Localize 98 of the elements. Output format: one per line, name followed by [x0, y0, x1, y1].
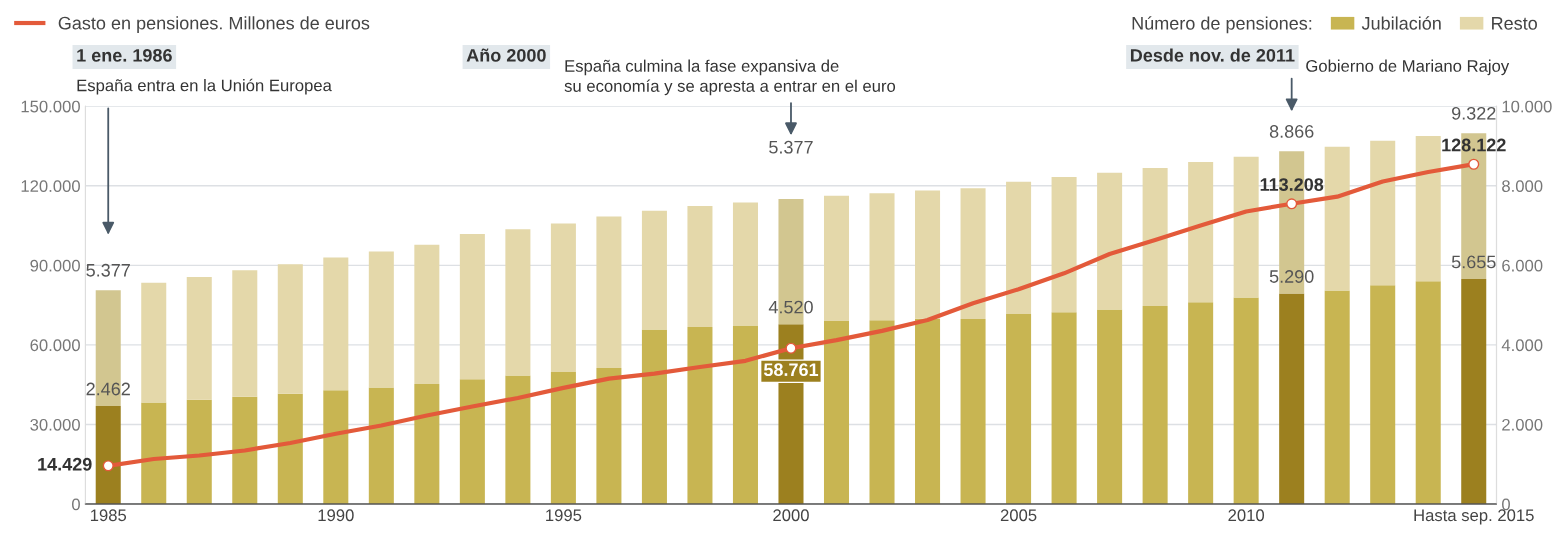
total-label: 9.322 [1452, 106, 1496, 120]
bar [368, 251, 394, 388]
x-tick-label: 1995 [546, 509, 582, 522]
bar [1415, 136, 1441, 282]
total-label: 5.377 [86, 263, 130, 277]
bar [869, 320, 895, 505]
bar [732, 325, 758, 505]
bar [277, 393, 303, 505]
data-label: 58.761 [763, 363, 819, 377]
bar [641, 210, 667, 330]
legend-label: Gasto en pensiones. Millones de euros [58, 16, 370, 34]
y-tick-label: 120.000 [21, 180, 80, 192]
y2-tick-label: 10.000 [1502, 100, 1552, 113]
text: Año 2000 [466, 48, 546, 62]
bar [960, 319, 986, 505]
bar [368, 387, 394, 505]
y-tick-label: 90.000 [30, 259, 80, 272]
x-tick-label: 1985 [90, 509, 127, 522]
x-tick-label: 2010 [1228, 509, 1265, 522]
bar [323, 390, 349, 505]
bar [1188, 302, 1214, 505]
text: Gobierno de Mariano Rajoy [1306, 59, 1510, 76]
bar [1006, 313, 1032, 505]
bar [186, 399, 212, 505]
bar [732, 202, 758, 326]
bar [1324, 146, 1350, 291]
bar [1233, 156, 1259, 298]
text: Desde nov. de 2011 [1130, 48, 1295, 62]
bar [687, 327, 713, 505]
y2-tick-label: 4.000 [1501, 339, 1543, 352]
y2-tick-label: 8.000 [1502, 180, 1543, 192]
bar [1188, 161, 1214, 303]
bar [1415, 281, 1441, 505]
point [785, 342, 797, 354]
bar [232, 270, 258, 397]
bar [550, 223, 576, 372]
x-tick-label: 2005 [1000, 509, 1037, 522]
bar [232, 396, 258, 505]
bar [1142, 167, 1168, 306]
bar [1370, 140, 1396, 286]
bar [277, 264, 303, 394]
bar [915, 190, 941, 319]
bar [960, 188, 986, 320]
bar [1233, 297, 1259, 505]
bar [1142, 305, 1168, 505]
bar [1461, 279, 1487, 505]
bar [1324, 290, 1350, 505]
bar [869, 193, 895, 321]
bar [1051, 177, 1077, 313]
point [1286, 198, 1298, 210]
bar [641, 329, 667, 505]
bar [1006, 181, 1032, 314]
bar [186, 276, 212, 400]
y2-tick-label: 6.000 [1502, 259, 1543, 272]
bar [1370, 285, 1396, 505]
data-label: 128.122 [1442, 138, 1506, 152]
y-tick-label: 0 [71, 498, 80, 511]
bar [1097, 172, 1123, 310]
bar [1097, 309, 1123, 505]
bar [1279, 293, 1305, 505]
bar [459, 233, 485, 380]
x-tick-label: 2000 [773, 509, 809, 522]
y2-tick-label: 0 [1502, 498, 1510, 511]
data-label: 113.208 [1260, 178, 1324, 191]
bar [323, 257, 349, 391]
bar [141, 402, 167, 505]
bar [823, 321, 850, 505]
legend-label: Resto [1492, 17, 1537, 30]
text: España entra en la Unión Europea [77, 78, 332, 95]
bar [459, 379, 485, 505]
bar [823, 195, 850, 322]
total-label: 8.866 [1269, 125, 1314, 138]
y-tick-label: 150.000 [21, 100, 80, 113]
bar [414, 244, 440, 384]
y2-tick-label: 2.000 [1502, 418, 1543, 431]
total-label: 5.377 [769, 140, 813, 154]
bar [505, 229, 531, 376]
data-label: 14.429 [38, 457, 92, 471]
text: 1 ene. 1986 [77, 48, 172, 62]
bar [141, 282, 167, 403]
bar [550, 371, 576, 505]
bar [414, 383, 440, 505]
point [102, 460, 114, 472]
legend-label: Jubilación [1361, 16, 1441, 30]
bar [505, 375, 531, 505]
x-tick-label: 1990 [318, 509, 354, 522]
legend-title: Número de pensiones: [1132, 16, 1312, 34]
bar [596, 216, 622, 368]
bar [687, 206, 713, 328]
y-tick-label: 30.000 [30, 418, 80, 431]
y-tick-label: 60.000 [30, 339, 80, 352]
bar [596, 368, 622, 505]
x-tick-label: Hasta sep. 2015 [1414, 509, 1534, 525]
text: España culmina la fase expansiva de su economía y se apresta a entrar en el euro [564, 59, 896, 96]
bar [95, 406, 121, 505]
point [1468, 158, 1480, 170]
bar [915, 318, 941, 505]
bar [1051, 312, 1077, 505]
